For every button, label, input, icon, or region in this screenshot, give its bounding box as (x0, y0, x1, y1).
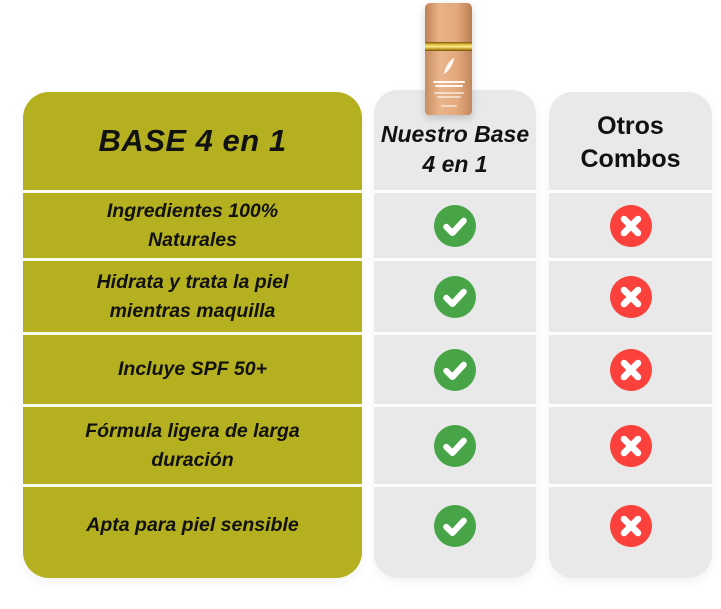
others-row (549, 404, 712, 484)
bottle-cap (425, 3, 472, 42)
feature-label: Apta para piel sensible (86, 514, 299, 537)
cross-icon (609, 504, 652, 547)
cross-icon (609, 275, 652, 318)
ours-row (374, 190, 536, 258)
feature-label: Fórmula ligera de larga duración (85, 420, 300, 471)
check-icon (434, 204, 476, 247)
cross-icon (609, 424, 652, 467)
feature-label: Ingredientes 100% Naturales (106, 200, 279, 251)
feature-label: Incluye SPF 50+ (117, 358, 268, 381)
check-icon (434, 275, 476, 318)
bottle-label-line (440, 105, 457, 107)
cross-icon (609, 348, 652, 391)
check-icon (434, 504, 476, 547)
features-panel: BASE 4 en 1 Ingredientes 100% Naturales … (23, 92, 362, 578)
ours-row (374, 484, 536, 578)
cross-icon (609, 204, 652, 247)
feature-row: Apta para piel sensible (23, 484, 362, 578)
bottle-label-line (436, 96, 461, 98)
check-icon (434, 424, 476, 467)
bottle-gold-band (425, 42, 472, 51)
feature-row: Incluye SPF 50+ (23, 332, 362, 404)
ours-row (374, 258, 536, 332)
check-icon (434, 348, 476, 391)
feature-row: Hidrata y trata la piel mientras maquill… (23, 258, 362, 332)
feature-row: Ingredientes 100% Naturales (23, 190, 362, 258)
ours-row (374, 332, 536, 404)
ours-row (374, 404, 536, 484)
ours-panel: Nuestro Base 4 en 1 (374, 90, 536, 578)
bottle-body (425, 51, 472, 115)
ours-panel-title: Nuestro Base 4 en 1 (380, 121, 530, 178)
feature-label: Hidrata y trata la piel mientras maquill… (96, 271, 289, 322)
others-row (549, 258, 712, 332)
others-row (549, 484, 712, 578)
feature-row: Fórmula ligera de larga duración (23, 404, 362, 484)
bottle-label-line (432, 81, 465, 83)
others-panel-title: Otros Combos (580, 111, 681, 174)
others-panel: Otros Combos (549, 92, 712, 578)
brand-logo-icon (443, 57, 454, 75)
others-row (549, 332, 712, 404)
product-bottle-image (425, 3, 472, 115)
bottle-label-line (433, 92, 464, 94)
bottle-label-line (434, 85, 463, 87)
others-row (549, 190, 712, 258)
features-panel-title: BASE 4 en 1 (98, 123, 287, 158)
